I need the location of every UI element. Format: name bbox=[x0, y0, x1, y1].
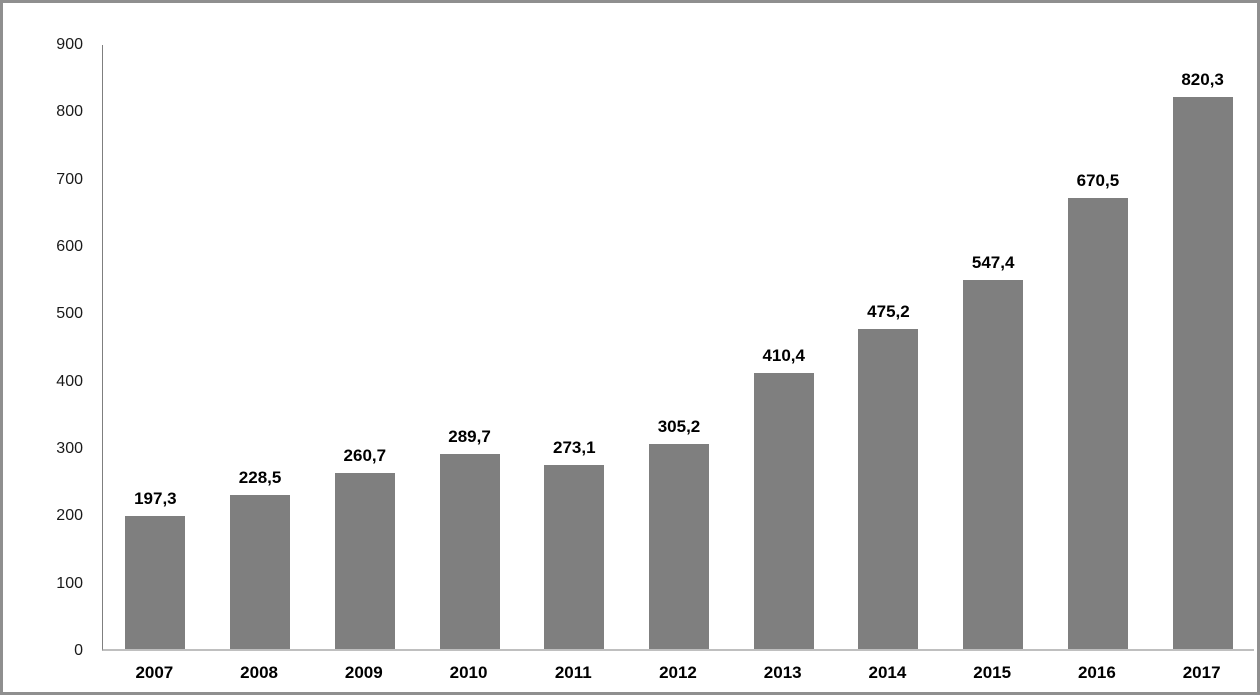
x-tick-label: 2017 bbox=[1182, 663, 1221, 682]
y-tick-label: 500 bbox=[56, 305, 83, 323]
bar-2010 bbox=[439, 453, 500, 649]
bar-2015 bbox=[963, 280, 1024, 649]
bar-value-label: 289,7 bbox=[448, 426, 491, 446]
x-tick-label: 2013 bbox=[763, 663, 802, 682]
y-tick-label: 400 bbox=[56, 372, 83, 390]
x-tick-label: 2012 bbox=[659, 663, 697, 682]
bar-2008 bbox=[230, 495, 291, 649]
y-tick-label: 300 bbox=[56, 440, 83, 457]
y-tick-label: 600 bbox=[56, 238, 83, 255]
bar-2012 bbox=[649, 443, 709, 649]
bar-value-label: 305,2 bbox=[657, 416, 701, 436]
bar-value-label: 228,5 bbox=[238, 468, 282, 488]
y-tick-label: 100 bbox=[56, 574, 83, 592]
bar-2011 bbox=[544, 465, 605, 649]
bar-value-label: 273,1 bbox=[552, 438, 596, 458]
x-tick-label: 2015 bbox=[973, 663, 1012, 682]
y-tick-label: 0 bbox=[74, 642, 83, 659]
plot-area: 197,3 228,5 260,7 289,7 273,1 305,2 410,4 475,2… bbox=[102, 45, 1254, 651]
bar-value-label: 475,2 bbox=[867, 302, 910, 322]
bar-value-label: 197,3 bbox=[134, 489, 177, 509]
bar-value-label: 410,4 bbox=[762, 345, 805, 365]
bar-value-label: 670,5 bbox=[1076, 170, 1120, 190]
y-tick-label: 200 bbox=[56, 507, 83, 525]
bar-value-label: 260,7 bbox=[343, 446, 387, 466]
x-tick-label: 2008 bbox=[240, 663, 278, 682]
y-tick-label: 800 bbox=[56, 103, 83, 121]
x-tick-label: 2010 bbox=[449, 663, 488, 682]
x-tick-label: 2016 bbox=[1077, 663, 1116, 682]
bar-value-label: 820,3 bbox=[1181, 69, 1224, 89]
bar-2009 bbox=[334, 473, 395, 649]
bar-2014 bbox=[858, 329, 919, 649]
bar-2013 bbox=[753, 372, 814, 649]
bar-2016 bbox=[1067, 197, 1128, 649]
x-tick-label: 2009 bbox=[344, 663, 383, 682]
x-tick-label: 2007 bbox=[135, 663, 174, 682]
x-tick-label: 2011 bbox=[554, 663, 592, 682]
y-tick-label: 700 bbox=[56, 170, 83, 188]
bar-value-label: 547,4 bbox=[971, 253, 1015, 273]
bar-2007 bbox=[125, 516, 186, 649]
x-tick-label: 2014 bbox=[868, 663, 907, 682]
y-tick-label: 900 bbox=[56, 36, 83, 53]
bar-2017 bbox=[1172, 96, 1233, 649]
